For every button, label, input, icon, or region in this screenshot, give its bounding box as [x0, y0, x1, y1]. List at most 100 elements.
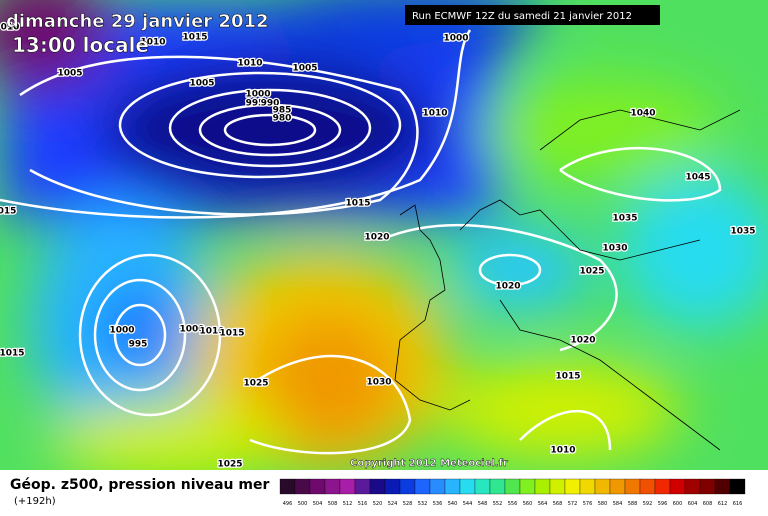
legend-swatch — [519, 478, 536, 495]
legend-swatch — [444, 478, 461, 495]
isobar-label: 1040 — [630, 109, 655, 119]
legend-swatch — [294, 478, 311, 495]
isobars — [0, 29, 722, 455]
legend-swatch — [699, 478, 716, 495]
isobar-label: 1045 — [685, 173, 710, 183]
copyright: Copyright 2012 Meteociel.fr — [350, 458, 508, 469]
isobar-label: 1005 — [189, 79, 214, 89]
legend-swatch — [504, 478, 521, 495]
legend-label: 556 — [508, 501, 518, 507]
isobar-label: 1035 — [730, 227, 755, 237]
forecast-time: 13:00 locale — [12, 33, 149, 57]
isobar-label: 1020 — [364, 233, 389, 243]
legend-label: 604 — [688, 501, 698, 507]
legend-swatch — [369, 478, 386, 495]
legend-swatch — [459, 478, 476, 495]
run-box — [405, 5, 660, 25]
legend-label: 504 — [313, 501, 323, 507]
isobar-label: 1020 — [495, 282, 520, 292]
legend-swatch — [384, 478, 401, 495]
legend-label: 512 — [343, 501, 353, 507]
legend-label: 540 — [448, 501, 458, 507]
isobar-label: 010 — [1, 23, 20, 33]
forecast-date: dimanche 29 janvier 2012 — [6, 11, 269, 32]
legend-swatch — [354, 478, 371, 495]
legend-label: 576 — [583, 501, 593, 507]
isobar-label: 1015 — [345, 199, 370, 209]
footer-title: Géop. z500, pression niveau mer — [10, 477, 269, 493]
legend-label: 612 — [718, 501, 728, 507]
isobar-label: 1010 — [550, 446, 575, 456]
isobar-label: 1035 — [612, 214, 637, 224]
legend-swatch — [594, 478, 611, 495]
legend-label: 532 — [418, 501, 428, 507]
isobar-label: 1010 — [237, 59, 262, 69]
legend-swatch — [564, 478, 581, 495]
legend-label: 560 — [523, 501, 533, 507]
legend-swatch — [624, 478, 641, 495]
isobar-label: 1005 — [57, 69, 82, 79]
legend-swatch — [414, 478, 431, 495]
legend-label: 592 — [643, 501, 653, 507]
legend-label: 496 — [283, 501, 293, 507]
legend-label: 524 — [388, 501, 398, 507]
isobar-label: 1015 — [219, 329, 244, 339]
legend-label: 580 — [598, 501, 608, 507]
isobar-label: 1030 — [366, 378, 391, 388]
legend-swatch — [669, 478, 686, 495]
legend-swatch — [489, 478, 506, 495]
isobar-label: 1015 — [555, 372, 580, 382]
legend-label: 544 — [463, 501, 473, 507]
legend-swatch — [429, 478, 446, 495]
footer-lead: (+192h) — [14, 496, 56, 507]
isobar-label: 1000 — [179, 325, 204, 335]
isobar-label: 1030 — [602, 244, 627, 254]
isobar-label: 1010 — [422, 109, 447, 119]
isobar-label: 1000 — [109, 326, 134, 336]
isobar-label: 1010 — [140, 38, 165, 48]
isobar-label: 980 — [273, 114, 292, 124]
coastlines — [394, 109, 741, 451]
legend-label: 500 — [298, 501, 308, 507]
run-info-text: Run ECMWF 12Z du samedi 21 janvier 2012 — [412, 11, 632, 22]
legend-swatch — [324, 478, 341, 495]
legend-label: 584 — [613, 501, 623, 507]
legend-label: 588 — [628, 501, 638, 507]
legend-swatch — [279, 478, 296, 495]
legend-swatch — [399, 478, 416, 495]
isobar-label: 015 — [0, 207, 16, 217]
isobar-label: 985 — [273, 106, 292, 116]
legend-swatch — [339, 478, 356, 495]
isobar-label: 1000 — [443, 34, 468, 44]
isobar-label: 990 — [261, 99, 280, 109]
isobar-label: 1005 — [292, 64, 317, 74]
legend-label: 600 — [673, 501, 683, 507]
legend-label: 616 — [733, 501, 743, 507]
legend-label: 516 — [358, 501, 368, 507]
legend-swatch — [714, 478, 731, 495]
isobar-label: 1020 — [570, 336, 595, 346]
isobar-label: 1015 — [182, 33, 207, 43]
isobar-label: 1000 — [245, 90, 270, 100]
legend-swatch — [729, 478, 746, 495]
isobar-label: 995 — [246, 99, 265, 109]
legend-label: 572 — [568, 501, 578, 507]
legend-swatch — [534, 478, 551, 495]
legend-label: 568 — [553, 501, 563, 507]
isobar-label: 1015 — [0, 349, 25, 359]
legend-swatch — [474, 478, 491, 495]
legend-swatch — [684, 478, 701, 495]
legend-swatch — [309, 478, 326, 495]
legend-label: 508 — [328, 501, 338, 507]
isobar-label: 1025 — [243, 379, 268, 389]
isobar-label: 1025 — [217, 460, 242, 470]
isobar-label: 1025 — [579, 267, 604, 277]
color-legend: 496 500 504 508 512 516 520 524 528 532 536 540 544 5… — [279, 478, 746, 507]
legend-label: 520 — [373, 501, 383, 507]
legend-label: 552 — [493, 501, 503, 507]
legend-swatch — [579, 478, 596, 495]
legend-swatch — [549, 478, 566, 495]
legend-swatch — [654, 478, 671, 495]
legend-label: 536 — [433, 501, 443, 507]
